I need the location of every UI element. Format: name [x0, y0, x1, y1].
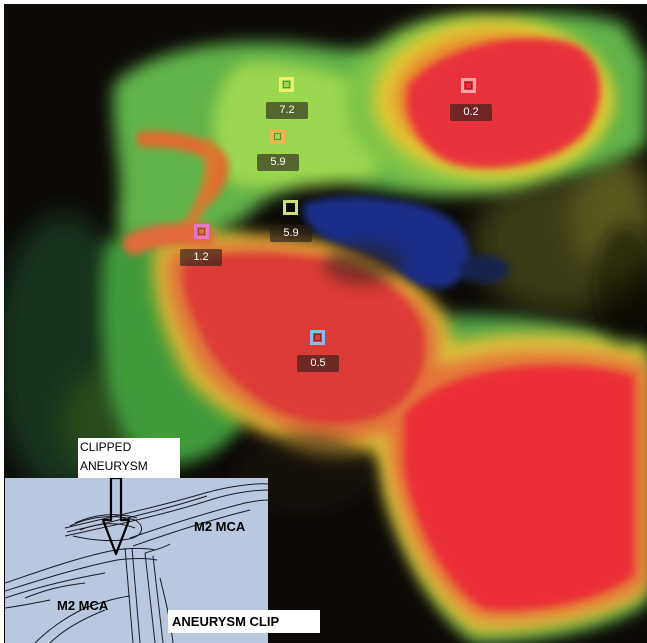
roi-marker-2 [461, 78, 476, 93]
m2-mca-left-label: M2 MCA [57, 598, 109, 613]
roi-marker-3 [270, 129, 285, 144]
roi-value-2: 0.2 [450, 104, 492, 121]
vessel-sketch [5, 478, 268, 643]
sketch-inset: M2 MCA M2 MCA [5, 478, 268, 643]
m2-mca-right-label: M2 MCA [194, 519, 246, 534]
roi-value-3: 5.9 [257, 154, 299, 171]
roi-marker-6 [310, 330, 325, 345]
roi-marker-1 [279, 77, 294, 92]
roi-value-6: 0.5 [297, 355, 339, 372]
roi-marker-4 [283, 200, 298, 215]
roi-value-1: 7.2 [266, 102, 308, 119]
clipped-aneurysm-label: CLIPPED ANEURYSM [78, 438, 180, 478]
roi-value-5: 1.2 [180, 249, 222, 266]
roi-value-4: 5.9 [270, 225, 312, 242]
aneurysm-clip-label: ANEURYSM CLIP [168, 610, 320, 633]
roi-marker-5 [194, 224, 209, 239]
